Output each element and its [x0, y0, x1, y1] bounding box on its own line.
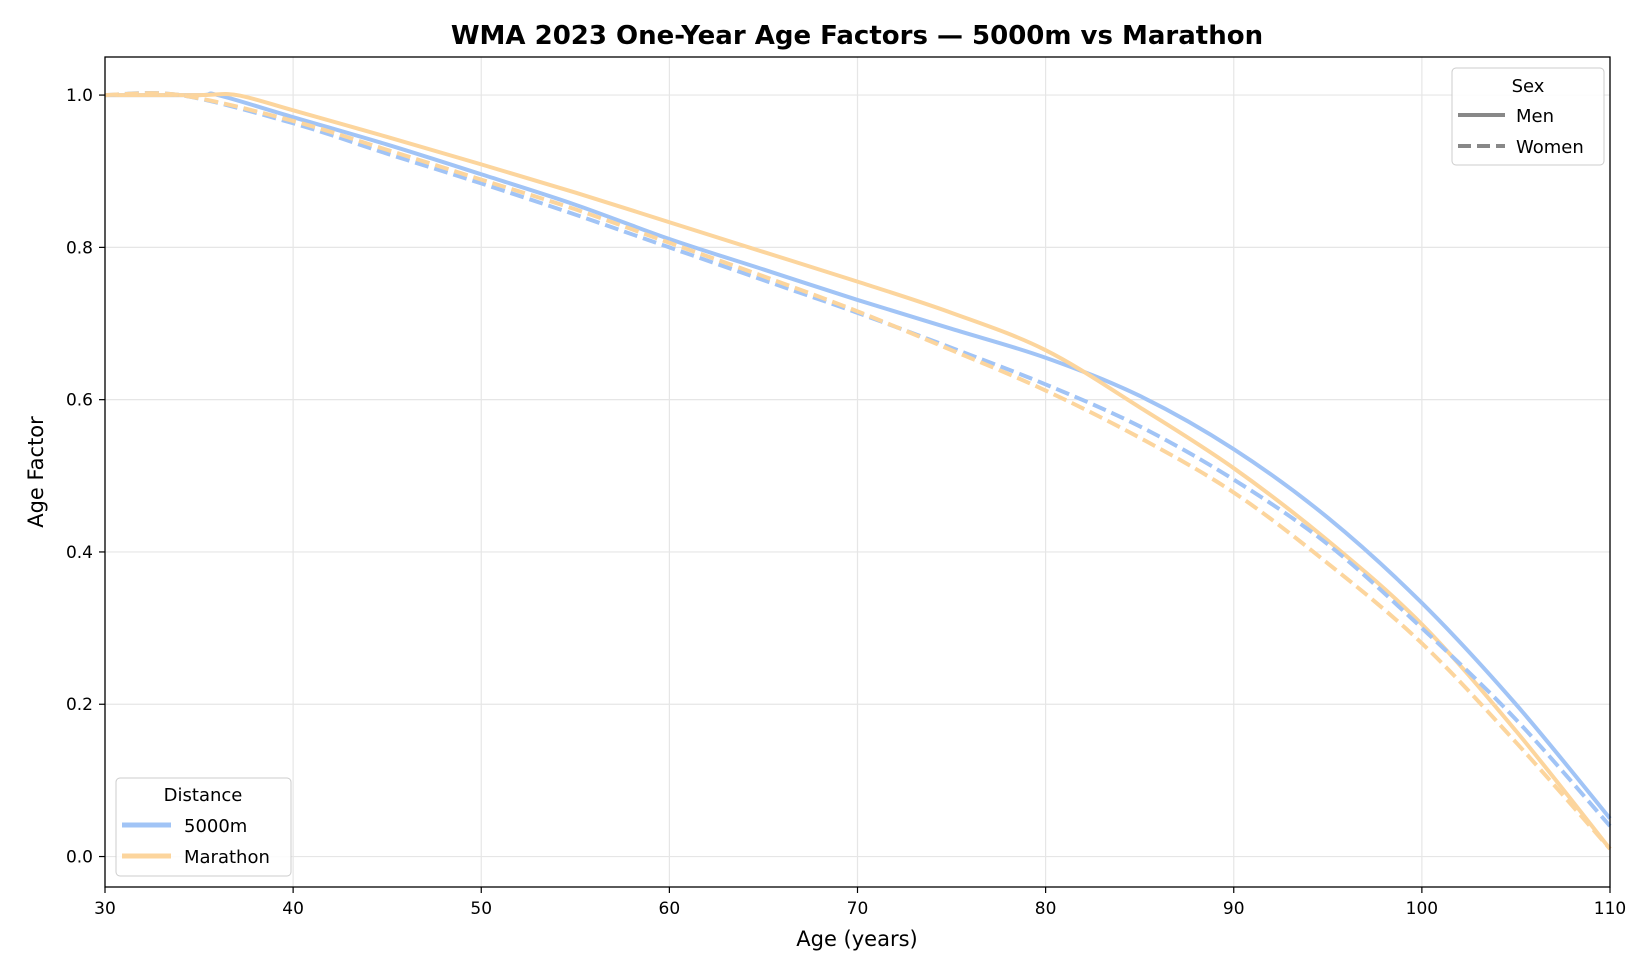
x-tick-label: 70	[847, 899, 869, 919]
series-lines	[104, 90, 1612, 851]
x-tick-label: 110	[1594, 899, 1626, 919]
y-tick-label: 0.8	[66, 238, 93, 258]
legend-sex-frame	[1451, 67, 1605, 166]
x-ticks: 30 40 50 60 70 80 90 100 110	[94, 887, 1626, 919]
x-tick-label: 60	[659, 899, 681, 919]
legend-women-label: Women	[1516, 137, 1584, 158]
x-tick-label: 80	[1035, 899, 1057, 919]
y-tick-label: 0.6	[66, 391, 93, 411]
x-tick-label: 100	[1406, 899, 1438, 919]
legend-marathon-label: Marathon	[184, 847, 270, 868]
series-line-marathon-men	[105, 91, 1612, 851]
y-tick-label: 0.2	[66, 695, 93, 715]
y-tick-label: 0.4	[66, 543, 93, 563]
legend-distance-title: Distance	[164, 785, 243, 806]
y-ticks: 0.0 0.2 0.4 0.6 0.8 1.0	[66, 86, 105, 868]
y-tick-label: 1.0	[66, 86, 93, 106]
x-tick-label: 50	[470, 899, 492, 919]
legend-distance-frame	[115, 777, 292, 877]
x-tick-label: 30	[94, 899, 116, 919]
series-line-marathon-women	[104, 91, 1612, 851]
series-line-5000m-men	[105, 91, 1612, 820]
legend-5000m-label: 5000m	[184, 816, 247, 837]
legend-sex: Sex Men Women	[1451, 67, 1605, 166]
legend-distance: Distance 5000m Marathon	[115, 777, 292, 877]
x-tick-label: 40	[282, 899, 304, 919]
x-axis-label: Age (years)	[796, 927, 917, 951]
y-tick-label: 0.0	[66, 848, 93, 868]
legend-sex-title: Sex	[1512, 76, 1545, 97]
y-axis-label: Age Factor	[24, 416, 48, 528]
x-tick-label: 90	[1223, 899, 1245, 919]
legend-men-label: Men	[1516, 106, 1554, 127]
chart-title: WMA 2023 One-Year Age Factors — 5000m vs…	[451, 21, 1263, 51]
